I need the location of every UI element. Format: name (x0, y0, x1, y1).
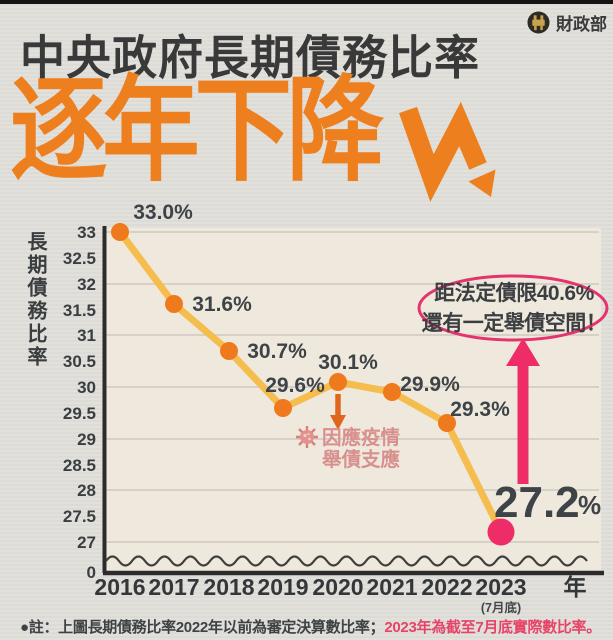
y-tick-labels: 33 32.5 32 31.5 31 30.5 30 29.5 29 28.5 … (63, 223, 96, 582)
point-label-2021: 29.9% (400, 373, 460, 396)
y-tick: 27 (77, 533, 96, 552)
covid-note: 因應疫情 舉債支應 (321, 426, 401, 471)
x-sub-note-2023: (7月底) (481, 600, 521, 615)
mof-logo: 財政部 (527, 9, 607, 35)
footnote-text-gray: 註：上圖長期債務比率2022年以前為審定決算數比率； (28, 619, 385, 636)
y-tick: 32.5 (63, 249, 96, 268)
point-label-2023-percent: % (578, 490, 601, 520)
covid-arrow-head (330, 415, 346, 430)
y-tick: 32 (77, 275, 96, 294)
series-line (116, 228, 505, 536)
y-tick: 27.5 (63, 507, 96, 526)
debt-limit-line1: 距法定債限40.6% (434, 281, 594, 305)
mof-logo-text: 財政部 (556, 14, 607, 34)
debt-limit-callout-text: 距法定債限40.6% 還有一定舉債空間！ (422, 281, 607, 335)
x-tick-2023: 2023 (475, 574, 526, 600)
y-tick: 31 (77, 326, 96, 345)
point-label-2022: 29.3% (450, 398, 510, 421)
data-point-2023-highlight (487, 518, 515, 546)
data-point-2016 (111, 223, 129, 241)
page-title: 中央政府長期債務比率 (20, 31, 481, 85)
axis-break-wave (105, 555, 588, 567)
point-label-2019: 29.6% (265, 374, 325, 397)
footnote-bullet: ● (20, 619, 29, 636)
headline-text: 逐年下降 (10, 66, 384, 195)
footnote-text-red: 2023年為截至7月底實際數比率。 (384, 619, 601, 636)
mof-emblem-icon (527, 10, 550, 34)
x-tick-2018: 2018 (203, 574, 254, 600)
y-tick: 28 (77, 481, 96, 500)
debt-ratio-line-chart: 33 32.5 32 31.5 31 30.5 30 29.5 29 28.5 … (63, 201, 609, 615)
y-tick: 31.5 (63, 301, 96, 320)
x-tick-labels: 2016 2017 2018 2019 2020 2021 2022 2023 … (94, 574, 586, 600)
point-label-2018: 30.7% (247, 340, 307, 363)
x-tick-2017: 2017 (148, 574, 199, 600)
point-labels: 33.0% 31.6% 30.7% 29.6% 30.1% 29.9% 29.3… (133, 201, 510, 421)
x-tick-2016: 2016 (94, 574, 145, 600)
y-tick: 30 (77, 378, 96, 397)
point-label-2023-number: 27.2 (494, 478, 580, 527)
data-points (111, 223, 515, 546)
y-tick: 28.5 (63, 456, 96, 475)
x-tick-2022: 2022 (421, 574, 472, 600)
point-label-2017: 31.6% (192, 293, 252, 316)
y-tick: 29.5 (63, 404, 96, 423)
data-point-2019 (274, 399, 292, 417)
debt-limit-callout-ellipse (417, 274, 609, 342)
debt-limit-line2: 還有一定舉債空間！ (422, 311, 607, 335)
covid-note-line1: 因應疫情 (322, 426, 401, 449)
footnote: ●註：上圖長期債務比率2022年以前為審定決算數比率；2023年為截至7月底實際… (20, 616, 605, 637)
y-tick: 29 (77, 430, 96, 449)
zigzag-down-trend-arrow-icon (399, 101, 496, 202)
x-tick-2020: 2020 (312, 574, 363, 600)
data-point-2021 (383, 383, 401, 401)
data-point-2018 (220, 342, 238, 360)
debt-limit-arrow-head (506, 338, 540, 366)
y-tick-zero: 0 (87, 563, 96, 582)
x-tick-2019: 2019 (257, 574, 308, 600)
point-label-2020: 30.1% (318, 351, 378, 374)
covid-note-line2: 舉債支應 (321, 448, 401, 471)
top-black-bar (0, 0, 613, 4)
y-tick: 30.5 (63, 352, 96, 371)
data-point-2020 (329, 373, 347, 391)
x-axis-unit: 年 (564, 574, 587, 600)
y-tick: 33 (77, 223, 96, 242)
point-label-2016: 33.0% (133, 201, 193, 224)
y-axis-title: 長期債務比率 (24, 231, 46, 369)
data-point-2017 (165, 295, 183, 313)
x-tick-2021: 2021 (366, 574, 417, 600)
virus-icon (296, 426, 318, 448)
data-point-2022 (438, 414, 456, 432)
